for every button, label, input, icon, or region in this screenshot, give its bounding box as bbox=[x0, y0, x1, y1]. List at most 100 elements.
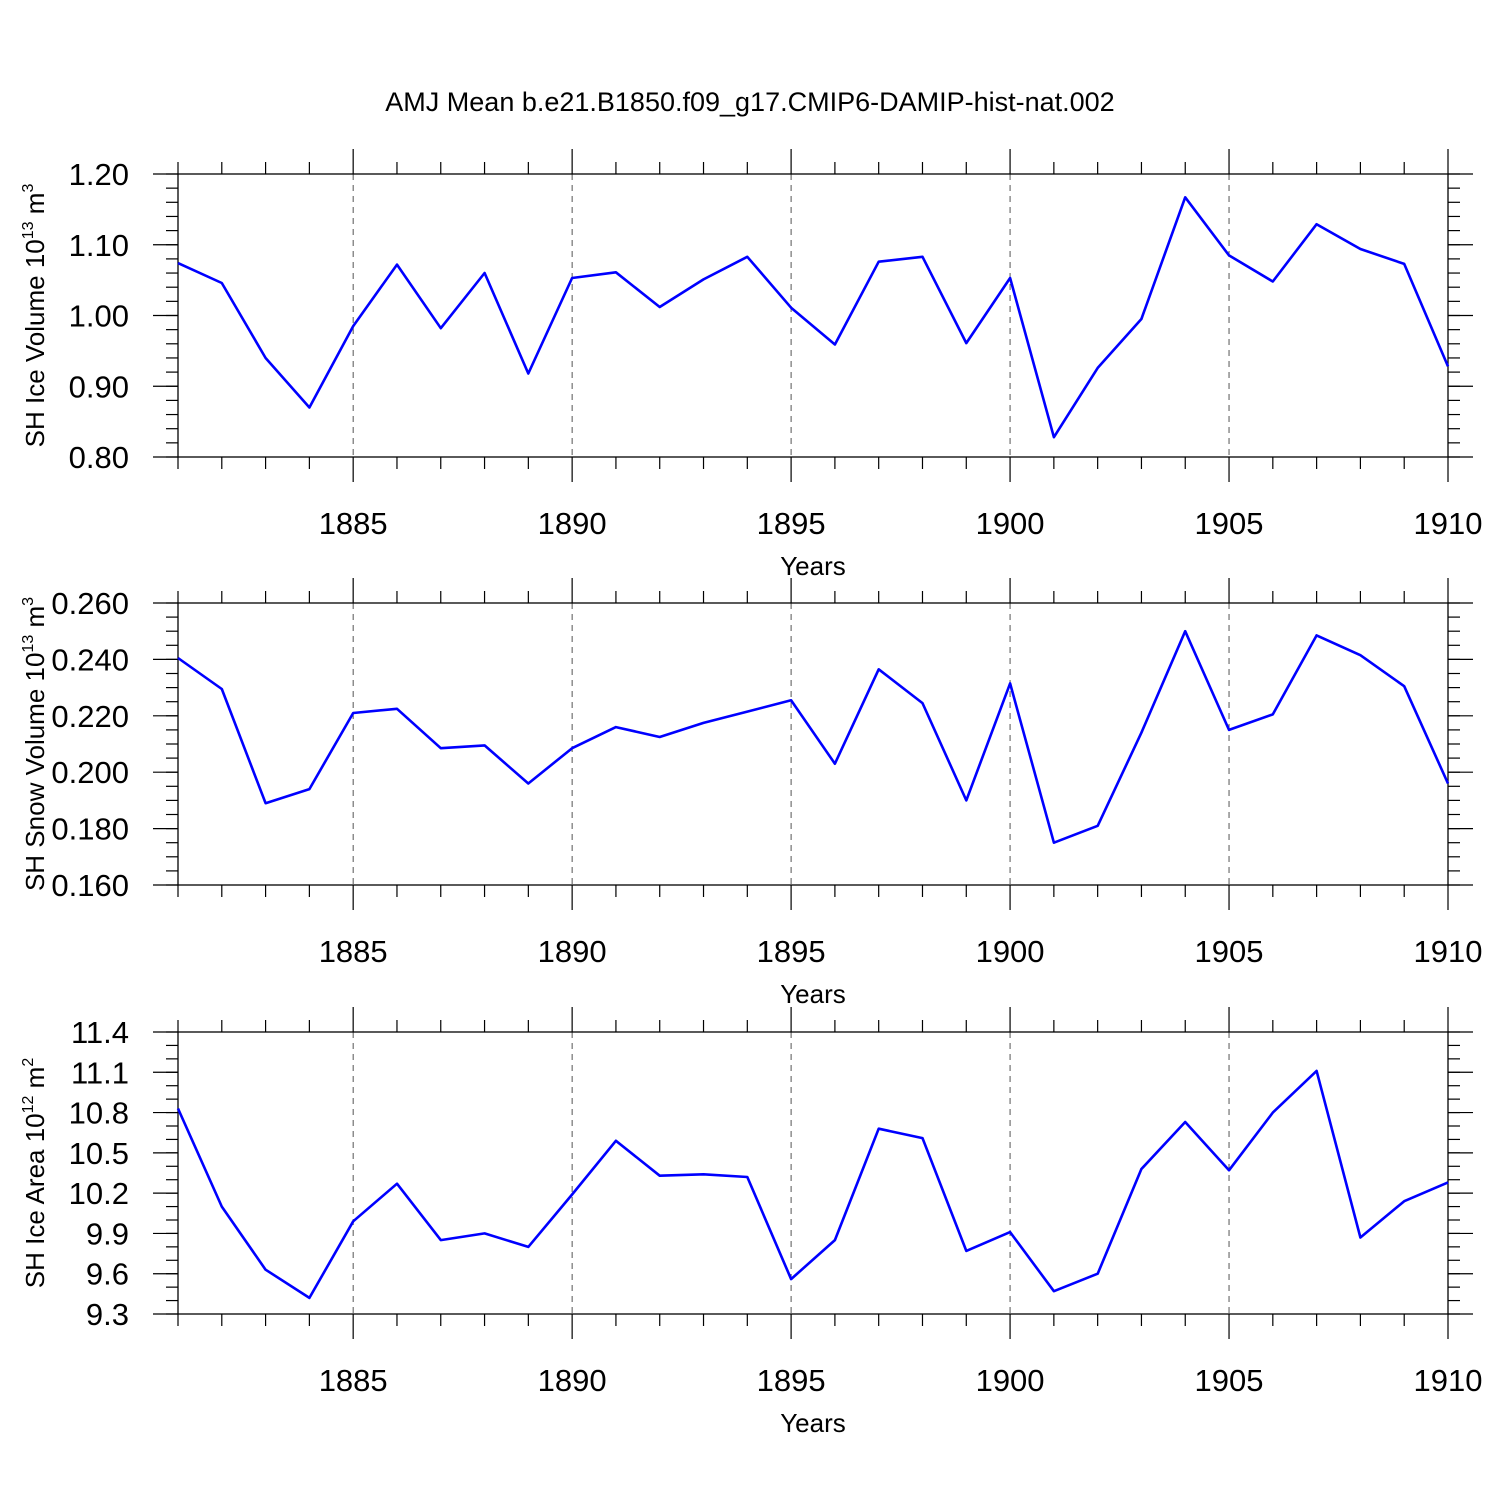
y-tick-label: 0.80 bbox=[69, 440, 129, 475]
data-point bbox=[264, 1268, 268, 1272]
data-point bbox=[1315, 633, 1319, 637]
data-point bbox=[570, 1192, 574, 1196]
data-point bbox=[1446, 781, 1450, 785]
data-point bbox=[570, 746, 574, 750]
data-point bbox=[264, 801, 268, 805]
data-point bbox=[1227, 728, 1231, 732]
data-point bbox=[745, 1175, 749, 1179]
x-tick-label: 1890 bbox=[538, 934, 607, 969]
data-point bbox=[1271, 280, 1275, 284]
data-point bbox=[1446, 364, 1450, 368]
data-point bbox=[1358, 1235, 1362, 1239]
data-point bbox=[570, 276, 574, 280]
data-point bbox=[920, 1136, 924, 1140]
x-axis-label: Years bbox=[780, 979, 846, 1009]
y-axis-label: SH Ice Area 1012 m2 bbox=[20, 1058, 50, 1289]
y-tick-label: 11.4 bbox=[71, 1015, 129, 1050]
data-point bbox=[789, 1277, 793, 1281]
data-point bbox=[658, 735, 662, 739]
x-tick-label: 1895 bbox=[757, 506, 826, 541]
series-line bbox=[176, 1069, 1449, 1300]
data-point bbox=[439, 326, 443, 330]
series-line bbox=[177, 629, 1450, 845]
plot-frame bbox=[177, 602, 1449, 886]
data-point bbox=[1271, 712, 1275, 716]
x-tick-label: 1900 bbox=[976, 506, 1045, 541]
data-point bbox=[702, 1172, 706, 1176]
y-tick-label: 0.180 bbox=[51, 812, 129, 847]
x-tick-label: 1910 bbox=[1414, 506, 1483, 541]
data-point bbox=[702, 721, 706, 725]
data-point bbox=[1402, 262, 1406, 266]
data-point bbox=[1183, 1120, 1187, 1124]
y-tick-label: 10.2 bbox=[69, 1176, 129, 1211]
x-tick-label: 1905 bbox=[1195, 934, 1264, 969]
x-tick-label: 1890 bbox=[538, 506, 607, 541]
x-tick-label: 1900 bbox=[976, 1363, 1045, 1398]
data-point bbox=[176, 656, 180, 660]
x-tick-label: 1885 bbox=[319, 1363, 388, 1398]
data-point bbox=[395, 1182, 399, 1186]
y-axis-label: SH Ice Volume 1013 m3 bbox=[20, 184, 50, 448]
x-tick-label: 1900 bbox=[976, 934, 1045, 969]
data-point bbox=[833, 762, 837, 766]
data-point bbox=[1446, 1180, 1450, 1184]
data-point bbox=[1008, 1230, 1012, 1234]
data-point bbox=[526, 1245, 530, 1249]
data-point bbox=[176, 1107, 180, 1111]
y-tick-label: 0.160 bbox=[51, 868, 129, 903]
data-point bbox=[1271, 1111, 1275, 1115]
y-tick-label: 1.00 bbox=[69, 299, 129, 334]
data-point bbox=[1402, 1199, 1406, 1203]
data-point bbox=[351, 324, 355, 328]
data-point bbox=[1139, 731, 1143, 735]
data-point bbox=[614, 1139, 618, 1143]
x-tick-label: 1895 bbox=[757, 1363, 826, 1398]
y-tick-label: 0.260 bbox=[51, 586, 129, 621]
data-point bbox=[439, 1238, 443, 1242]
data-point bbox=[526, 372, 530, 376]
series-line bbox=[177, 196, 1450, 439]
data-point bbox=[526, 781, 530, 785]
data-point bbox=[789, 306, 793, 310]
data-point bbox=[877, 260, 881, 264]
data-point bbox=[658, 1174, 662, 1178]
y-tick-label: 0.200 bbox=[51, 755, 129, 790]
data-point bbox=[1096, 1272, 1100, 1276]
panel-1: 0.80 0.90 1.00 1.10 1.20 1885 1890 1895 1900 1905… bbox=[20, 149, 1482, 581]
data-point bbox=[220, 1205, 224, 1209]
data-point bbox=[833, 343, 837, 347]
x-tick-label: 1890 bbox=[538, 1363, 607, 1398]
panel-2: 0.160 0.180 0.200 0.220 0.240 0.260 1885 1890 18… bbox=[20, 578, 1482, 1009]
data-point bbox=[351, 711, 355, 715]
y-tick-label: 10.5 bbox=[69, 1136, 129, 1171]
data-point bbox=[877, 667, 881, 671]
data-point bbox=[483, 743, 487, 747]
plot-frame bbox=[177, 1031, 1449, 1315]
data-point bbox=[1227, 253, 1231, 257]
data-point bbox=[1358, 247, 1362, 251]
data-point bbox=[439, 746, 443, 750]
y-tick-label: 9.9 bbox=[86, 1216, 129, 1251]
data-point bbox=[964, 798, 968, 802]
x-tick-label: 1895 bbox=[757, 934, 826, 969]
data-point bbox=[1227, 1168, 1231, 1172]
x-tick-label: 1905 bbox=[1195, 506, 1264, 541]
y-axis-label: SH Snow Volume 1013 m3 bbox=[20, 597, 50, 891]
data-point bbox=[1183, 195, 1187, 199]
x-tick-label: 1885 bbox=[319, 506, 388, 541]
data-point bbox=[920, 255, 924, 259]
data-point bbox=[483, 1231, 487, 1235]
x-tick-label: 1910 bbox=[1414, 1363, 1483, 1398]
data-point bbox=[220, 281, 224, 285]
y-tick-label: 9.6 bbox=[86, 1257, 129, 1292]
y-tick-label: 11.1 bbox=[71, 1055, 129, 1090]
data-point bbox=[702, 277, 706, 281]
data-point bbox=[307, 787, 311, 791]
data-point bbox=[220, 687, 224, 691]
data-point bbox=[745, 255, 749, 259]
data-point bbox=[1096, 366, 1100, 370]
data-point bbox=[1008, 276, 1012, 280]
data-point bbox=[614, 270, 618, 274]
